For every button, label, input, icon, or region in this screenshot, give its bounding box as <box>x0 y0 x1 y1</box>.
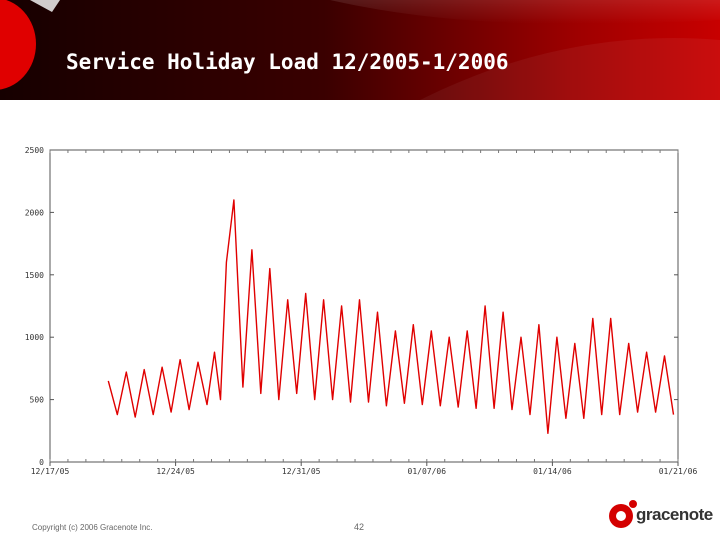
y-tick-label: 1500 <box>25 271 44 280</box>
y-tick-label: 2500 <box>25 146 44 155</box>
header-red-blob <box>0 0 36 90</box>
y-axis-tick-labels: 0 500 1000 1500 2000 2500 <box>25 146 44 467</box>
x-axis-tick-labels: 12/17/05 12/24/05 12/31/05 01/07/06 01/14/06… <box>31 467 698 476</box>
gracenote-logo: gracenote <box>606 497 718 533</box>
x-tick-label: 12/17/05 <box>31 467 70 476</box>
y-tick-label: 0 <box>39 458 44 467</box>
x-tick-label: 01/07/06 <box>408 467 447 476</box>
series-line <box>107 199 675 434</box>
y-tick-label: 2000 <box>25 208 44 217</box>
x-tick-label: 12/24/05 <box>156 467 195 476</box>
x-tick-label: 01/21/06 <box>659 467 698 476</box>
x-tick-label: 01/14/06 <box>533 467 572 476</box>
y-tick-label: 1000 <box>25 333 44 342</box>
footer-copyright: Copyright (c) 2006 Gracenote Inc. <box>32 523 153 532</box>
page-number: 42 <box>354 522 365 532</box>
slide-header <box>0 0 720 100</box>
slide-title: Service Holiday Load 12/2005-1/2006 <box>66 50 509 74</box>
chart-axes <box>49 149 679 466</box>
plot-frame <box>49 149 679 463</box>
x-tick-label: 12/31/05 <box>282 467 321 476</box>
y-tick-label: 500 <box>30 396 45 405</box>
